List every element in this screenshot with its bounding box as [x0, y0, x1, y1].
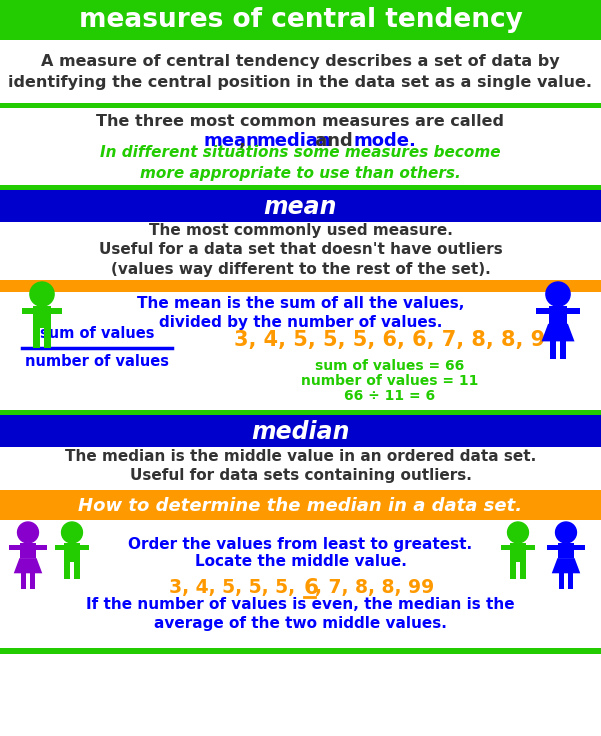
Polygon shape	[14, 558, 42, 573]
Bar	[0, 648, 601, 654]
Text: The mean is the sum of all the values,
divided by the number of values.: The mean is the sum of all the values, d…	[137, 296, 464, 330]
Text: number of values = 11: number of values = 11	[301, 374, 478, 388]
Bar	[0, 490, 601, 520]
Text: sum of values = 66: sum of values = 66	[316, 359, 465, 373]
Bar	[33, 306, 51, 328]
Bar	[64, 543, 79, 562]
Circle shape	[546, 282, 570, 306]
Text: median: median	[251, 420, 350, 444]
Bar	[9, 545, 20, 550]
Bar	[536, 308, 549, 314]
Text: The three most common measures are called: The three most common measures are calle…	[97, 115, 504, 130]
Text: number of values: number of values	[25, 355, 169, 369]
Bar	[0, 410, 601, 415]
Circle shape	[508, 522, 528, 543]
Bar	[51, 308, 62, 314]
Circle shape	[30, 282, 54, 306]
Bar	[560, 573, 564, 589]
Bar	[573, 545, 585, 550]
Bar	[0, 0, 601, 40]
Text: mode.: mode.	[353, 132, 416, 150]
Bar	[0, 415, 601, 447]
Circle shape	[17, 522, 38, 543]
Text: Locate the middle value.: Locate the middle value.	[195, 553, 406, 568]
Bar	[0, 280, 601, 292]
Polygon shape	[552, 558, 580, 573]
Bar	[526, 545, 535, 550]
Bar	[510, 562, 516, 579]
Bar	[567, 308, 580, 314]
Bar	[568, 573, 573, 589]
Circle shape	[61, 522, 82, 543]
Text: , 7, 8, 8, 99: , 7, 8, 8, 99	[316, 578, 435, 598]
Text: If the number of values is even, the median is the
average of the two middle val: If the number of values is even, the med…	[86, 597, 515, 631]
Text: mean: mean	[264, 195, 337, 219]
Text: Order the values from least to greatest.: Order the values from least to greatest.	[129, 537, 472, 553]
Text: measures of central tendency: measures of central tendency	[79, 7, 522, 33]
Bar	[33, 328, 40, 348]
Bar	[55, 545, 64, 550]
Bar	[74, 562, 79, 579]
Text: 6: 6	[304, 578, 319, 598]
Text: A measure of central tendency describes a set of data by
identifying the central: A measure of central tendency describes …	[8, 54, 593, 90]
Bar	[0, 190, 601, 222]
Bar	[547, 545, 558, 550]
Text: median: median	[257, 132, 331, 150]
Text: ,: ,	[239, 132, 252, 150]
Bar	[549, 306, 567, 324]
Text: mean: mean	[204, 132, 260, 150]
Bar	[560, 342, 566, 359]
Bar	[20, 543, 35, 558]
Bar	[0, 185, 601, 190]
Bar	[30, 573, 35, 589]
Text: 3, 4, 5, 5, 5,: 3, 4, 5, 5, 5,	[169, 578, 301, 598]
Bar	[35, 545, 47, 550]
Polygon shape	[542, 324, 575, 342]
Text: 66 ÷ 11 = 6: 66 ÷ 11 = 6	[344, 389, 436, 403]
Text: sum of values: sum of values	[40, 327, 154, 342]
Text: How to determine the median in a data set.: How to determine the median in a data se…	[79, 497, 522, 515]
Text: In different situations some measures become
more appropriate to use than others: In different situations some measures be…	[100, 145, 501, 181]
Text: 3, 4, 5, 5, 5, 6, 6, 7, 8, 8, 9: 3, 4, 5, 5, 5, 6, 6, 7, 8, 8, 9	[234, 330, 546, 350]
Text: The median is the middle value in an ordered data set.
Useful for data sets cont: The median is the middle value in an ord…	[65, 449, 536, 484]
Bar	[79, 545, 89, 550]
Text: and: and	[310, 132, 359, 150]
Bar	[0, 103, 601, 108]
Bar	[510, 543, 526, 562]
Bar	[44, 328, 51, 348]
Text: The most commonly used measure.
Useful for a data set that doesn't have outliers: The most commonly used measure. Useful f…	[99, 223, 502, 277]
Bar	[558, 543, 573, 558]
Bar	[520, 562, 526, 579]
Bar	[501, 545, 510, 550]
Bar	[22, 308, 33, 314]
Bar	[22, 573, 26, 589]
Bar	[551, 342, 556, 359]
Circle shape	[555, 522, 576, 543]
Bar	[64, 562, 70, 579]
